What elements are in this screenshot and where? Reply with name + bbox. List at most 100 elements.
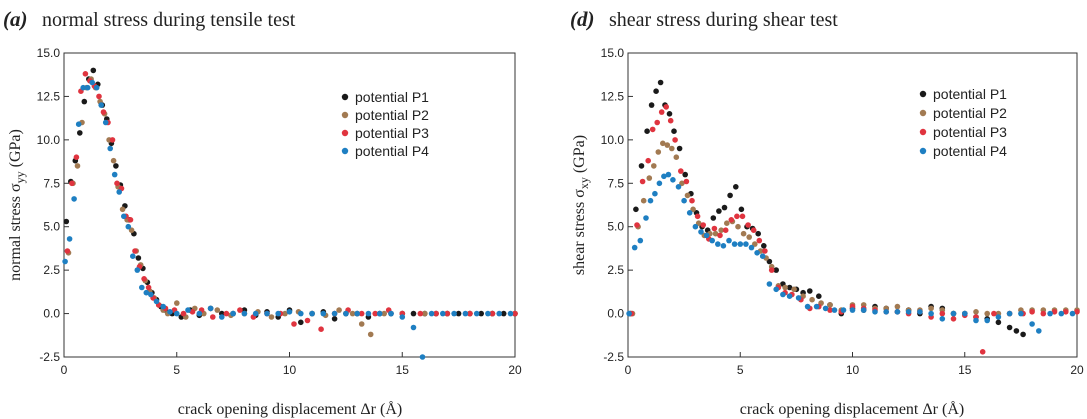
data-point <box>883 309 889 315</box>
data-point <box>664 142 671 148</box>
data-point <box>90 67 97 74</box>
data-point <box>991 310 997 317</box>
data-point <box>444 310 451 317</box>
data-point <box>82 71 89 77</box>
data-point <box>633 206 639 213</box>
data-point <box>64 248 71 254</box>
series-p4-d <box>626 171 1076 334</box>
legend-marker-a-p4 <box>341 147 349 155</box>
data-point <box>343 310 349 317</box>
data-point <box>80 84 86 91</box>
data-point <box>928 305 934 312</box>
data-point <box>74 163 81 169</box>
data-point <box>689 197 695 204</box>
y-tick-label-d: 7.5 <box>607 176 624 190</box>
data-point <box>722 227 729 233</box>
data-point <box>950 316 957 322</box>
data-point <box>773 267 779 273</box>
y-axis-label-a: normal stress σyy (GPa) <box>7 129 27 281</box>
data-point <box>75 121 82 127</box>
data-point <box>1013 328 1020 334</box>
data-point <box>655 149 662 155</box>
x-tick-label-a: 20 <box>508 363 522 377</box>
data-point <box>740 230 747 237</box>
panel-letter-a: (a) <box>3 7 28 31</box>
data-point <box>512 310 518 317</box>
data-point <box>804 303 811 310</box>
data-point <box>196 310 203 317</box>
y-axis-label-unit-d: (GPa) <box>571 135 588 177</box>
data-point <box>223 310 230 317</box>
data-point <box>676 145 683 152</box>
data-point <box>651 163 657 169</box>
data-point <box>219 314 225 320</box>
data-point <box>485 310 491 317</box>
data-point <box>109 137 116 143</box>
marks-a <box>62 67 518 360</box>
marks-d <box>626 79 1080 355</box>
data-point <box>455 310 462 317</box>
data-point <box>114 180 120 187</box>
data-point <box>410 310 417 317</box>
data-point <box>626 310 632 317</box>
data-point <box>1069 310 1076 317</box>
data-point <box>684 192 691 199</box>
data-point <box>358 321 365 327</box>
data-point <box>648 102 655 108</box>
data-point <box>720 243 727 249</box>
data-point <box>694 213 701 220</box>
data-point <box>174 300 180 306</box>
data-point <box>737 241 744 247</box>
x-axis-label-a: crack opening displacement Δr (Å) <box>178 400 402 418</box>
series-p3-d <box>628 104 1080 355</box>
data-point <box>320 310 327 317</box>
data-point <box>939 316 946 322</box>
data-point <box>816 293 822 300</box>
y-tick-label-d: 2.5 <box>607 263 624 277</box>
data-point <box>145 284 152 291</box>
data-point <box>1047 310 1053 317</box>
data-point <box>762 248 768 254</box>
data-point <box>128 227 135 233</box>
y-tick-label-a: 15.0 <box>37 46 61 60</box>
legend-label-d-p2: potential P2 <box>933 105 1007 121</box>
y-tick-label-d: -2.5 <box>603 350 624 364</box>
data-point <box>795 295 802 301</box>
data-point <box>679 180 685 187</box>
data-point <box>428 310 435 317</box>
data-point <box>96 93 102 100</box>
data-point <box>1040 310 1047 317</box>
data-point <box>660 140 666 147</box>
data-point <box>678 168 684 174</box>
data-point <box>743 241 749 247</box>
data-point <box>143 289 150 296</box>
data-point <box>658 109 665 115</box>
data-point <box>102 119 109 126</box>
data-point <box>268 314 275 320</box>
data-point <box>496 310 503 317</box>
data-point <box>153 298 160 305</box>
data-point <box>727 192 733 199</box>
y-tick-label-a: 7.5 <box>43 176 60 190</box>
data-point <box>754 250 760 256</box>
data-point <box>81 98 88 105</box>
data-point <box>84 84 91 91</box>
legend-marker-d-p2 <box>919 109 927 117</box>
data-point <box>766 281 773 287</box>
y-tick-label-a: 12.5 <box>37 89 61 103</box>
data-point <box>410 324 417 331</box>
data-point <box>894 303 901 310</box>
x-tick-label-d: 15 <box>958 363 972 377</box>
y-tick-label-a: 2.5 <box>43 263 60 277</box>
data-point <box>686 210 693 216</box>
data-point <box>721 204 728 211</box>
y-tick-label-a: 10.0 <box>37 133 61 147</box>
legend-a: potential P1 potential P2 potential P3 p… <box>341 89 429 159</box>
legend-label-a-p2: potential P2 <box>355 107 429 123</box>
data-point <box>840 307 847 313</box>
data-point <box>93 84 100 91</box>
data-point <box>780 291 786 298</box>
data-point <box>682 171 688 178</box>
data-point <box>786 284 793 291</box>
